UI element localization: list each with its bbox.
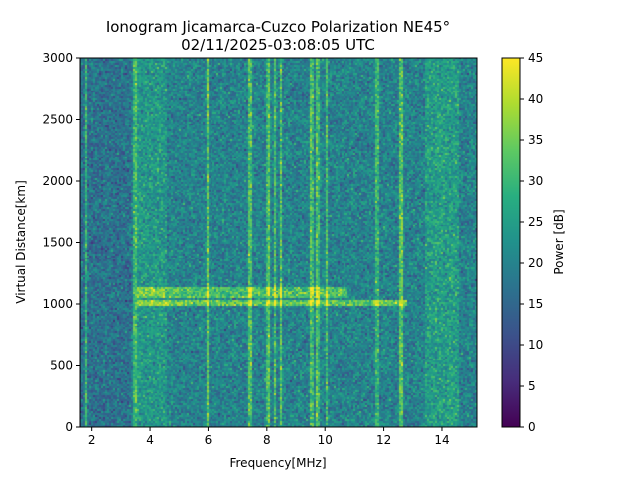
colorbar-tick-label: 40	[528, 92, 543, 106]
y-tick-label: 2000	[42, 174, 73, 188]
colorbar-gradient	[501, 57, 521, 428]
colorbar-tick-label: 0	[528, 420, 536, 434]
colorbar-ticks: 0 5 10 15 20 25 30 35 40 45	[520, 51, 543, 434]
x-tick-label: 6	[205, 433, 213, 447]
colorbar-tick-label: 30	[528, 174, 543, 188]
y-tick-label: 1000	[42, 297, 73, 311]
x-tick-label: 14	[434, 433, 449, 447]
x-axis: 2 4 6 8 10 12 14	[88, 427, 450, 447]
colorbar-tick-label: 25	[528, 215, 543, 229]
colorbar-tick-label: 35	[528, 133, 543, 147]
colorbar: 0 5 10 15 20 25 30 35 40 45 Power [dB]	[501, 51, 566, 434]
x-tick-label: 12	[376, 433, 391, 447]
x-tick-label: 4	[146, 433, 154, 447]
x-tick-label: 2	[88, 433, 96, 447]
chart-title: Ionogram Jicamarca-Cuzco Polarization NE…	[106, 18, 450, 36]
x-tick-label: 8	[263, 433, 271, 447]
x-axis-label: Frequency[MHz]	[229, 456, 326, 470]
colorbar-tick-label: 45	[528, 51, 543, 65]
y-tick-label: 500	[50, 359, 73, 373]
x-tick-label: 10	[318, 433, 333, 447]
colorbar-tick-label: 15	[528, 297, 543, 311]
colorbar-label: Power [dB]	[552, 209, 566, 274]
colorbar-tick-label: 5	[528, 379, 536, 393]
y-tick-label: 3000	[42, 51, 73, 65]
heatmap-canvas	[80, 58, 477, 427]
y-tick-label: 0	[65, 420, 73, 434]
colorbar-tick-label: 20	[528, 256, 543, 270]
y-tick-label: 1500	[42, 236, 73, 250]
y-axis: 0 500 1000 1500 2000 2500 3000	[42, 51, 80, 434]
plot-area	[79, 57, 478, 428]
y-tick-label: 2500	[42, 113, 73, 127]
colorbar-tick-label: 10	[528, 338, 543, 352]
y-axis-label: Virtual Distance[km]	[14, 180, 28, 304]
chart-subtitle: 02/11/2025-03:08:05 UTC	[181, 36, 375, 54]
